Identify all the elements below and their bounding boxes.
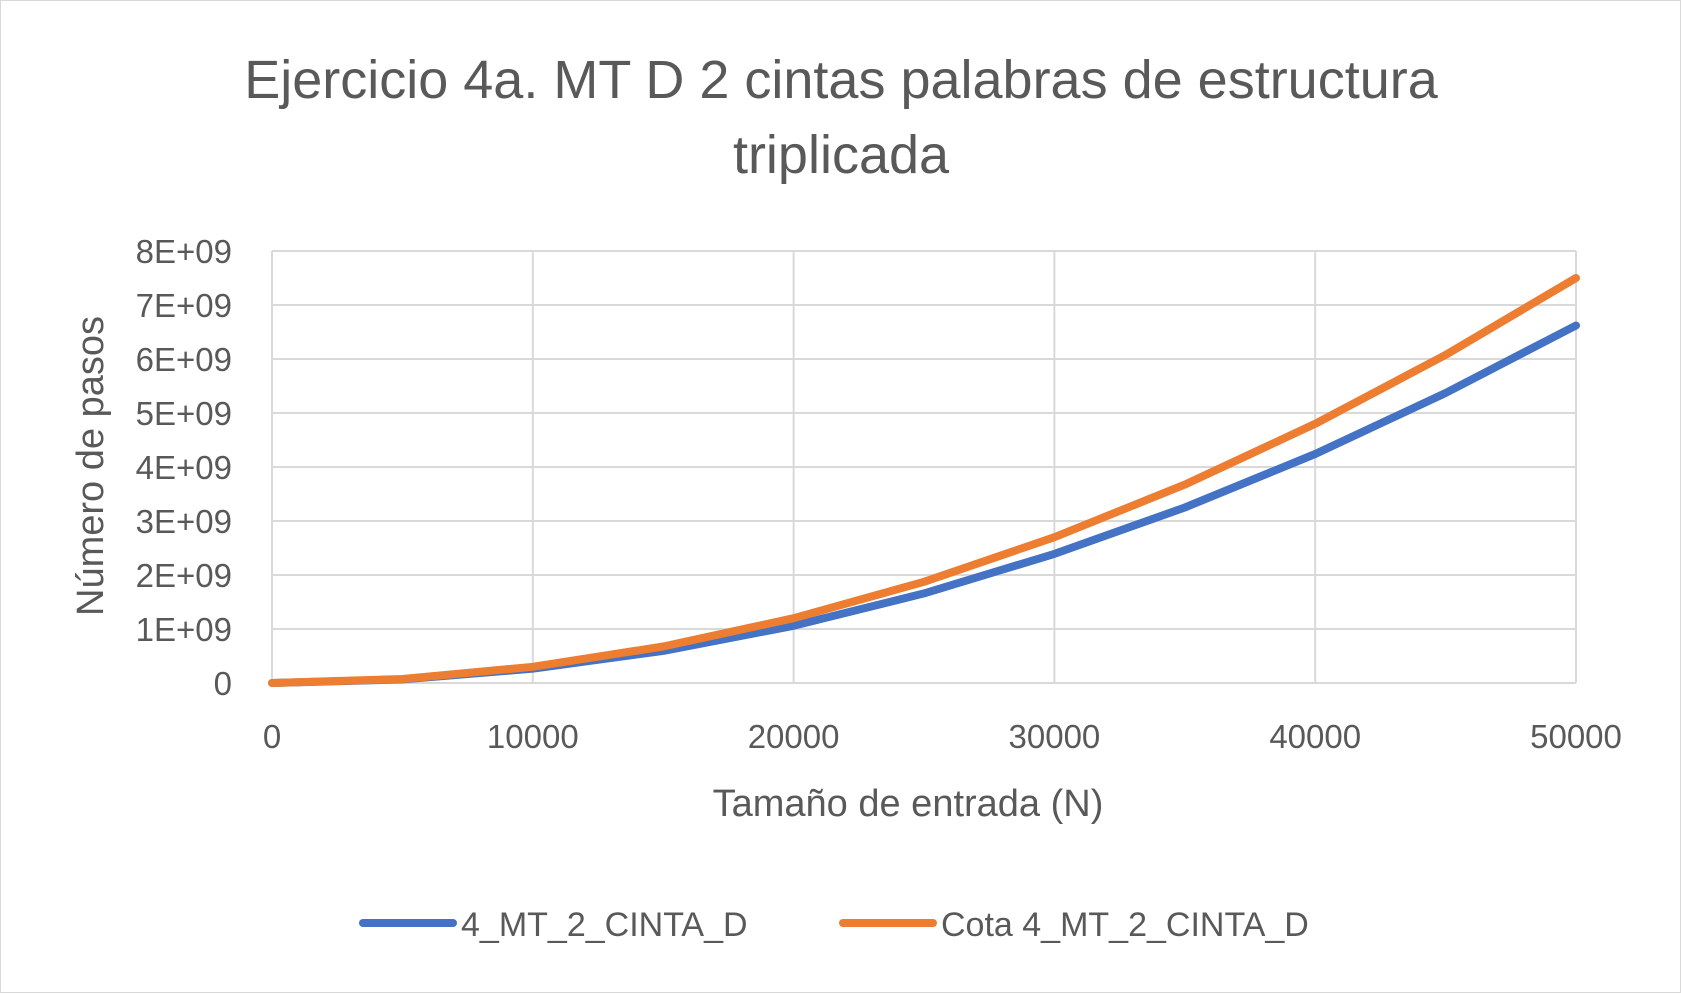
gridlines bbox=[271, 250, 1577, 684]
x-axis-ticks: 0 10000 20000 30000 40000 50000 bbox=[263, 718, 1622, 755]
y-axis-title: Número de pasos bbox=[70, 316, 112, 616]
y-axis-ticks: 0 1E+09 2E+09 3E+09 4E+09 5E+09 6E+09 7E+09 8E+0… bbox=[136, 233, 232, 702]
y-tick-label: 2E+09 bbox=[136, 557, 232, 594]
y-tick-label: 6E+09 bbox=[136, 341, 232, 378]
y-tick-label: 5E+09 bbox=[136, 395, 232, 432]
x-tick-label: 10000 bbox=[487, 718, 579, 755]
x-tick-label: 20000 bbox=[748, 718, 840, 755]
x-axis-title: Tamaño de entrada (N) bbox=[713, 783, 1104, 825]
y-tick-label: 4E+09 bbox=[136, 449, 232, 486]
x-tick-label: 0 bbox=[263, 718, 281, 755]
x-tick-label: 40000 bbox=[1269, 718, 1361, 755]
legend-label: Cota 4_MT_2_CINTA_D bbox=[941, 906, 1309, 944]
x-tick-label: 50000 bbox=[1530, 718, 1622, 755]
series-lines bbox=[268, 274, 1580, 687]
chart-title-line-1: Ejercicio 4a. MT D 2 cintas palabras de … bbox=[244, 50, 1439, 110]
y-tick-label: 7E+09 bbox=[136, 287, 232, 324]
chart-title-line-2: triplicada bbox=[733, 125, 950, 185]
y-tick-label: 1E+09 bbox=[136, 611, 232, 648]
y-tick-label: 8E+09 bbox=[136, 233, 232, 270]
x-tick-label: 30000 bbox=[1009, 718, 1101, 755]
y-tick-label: 0 bbox=[214, 665, 232, 702]
y-tick-label: 3E+09 bbox=[136, 503, 232, 540]
legend: 4_MT_2_CINTA_D Cota 4_MT_2_CINTA_D bbox=[359, 906, 1309, 944]
legend-label: 4_MT_2_CINTA_D bbox=[461, 906, 748, 944]
series-line bbox=[268, 274, 1580, 687]
